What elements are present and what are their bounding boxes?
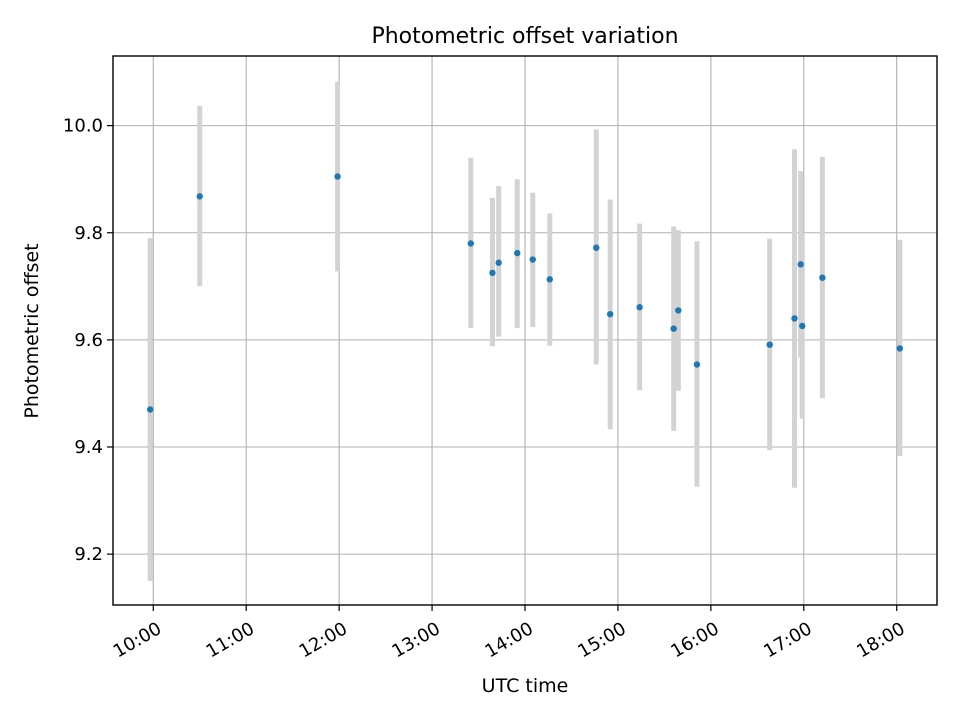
x-tick-label: 10:00 xyxy=(110,618,165,662)
data-point xyxy=(670,325,677,332)
data-point xyxy=(797,261,804,268)
chart-title: Photometric offset variation xyxy=(371,24,678,49)
data-point-layer xyxy=(146,173,904,413)
data-point xyxy=(791,315,798,322)
data-point xyxy=(196,193,203,200)
x-tick-label: 17:00 xyxy=(760,618,815,662)
y-tick-label: 9.2 xyxy=(74,544,103,565)
data-point xyxy=(606,310,614,318)
data-point xyxy=(514,249,521,257)
data-point xyxy=(693,361,701,368)
data-point xyxy=(766,341,773,348)
y-axis: 9.2 9.4 9.6 9.8 10.0 xyxy=(63,116,113,565)
data-point xyxy=(675,307,682,314)
x-tick-label: 18:00 xyxy=(853,618,908,662)
grid-layer xyxy=(113,56,937,605)
data-point xyxy=(819,274,826,281)
x-tick-label: 16:00 xyxy=(667,618,722,662)
data-point xyxy=(529,256,536,263)
data-point xyxy=(146,406,154,413)
x-tick-label: 14:00 xyxy=(481,618,536,662)
data-point xyxy=(489,269,496,277)
data-point xyxy=(546,276,553,283)
x-tick-label: 15:00 xyxy=(574,618,629,662)
x-axis: 10:00 11:00 12:00 13:00 14:00 15:00 16:00 17:00… xyxy=(110,605,909,662)
y-tick-label: 10.0 xyxy=(63,116,103,137)
y-axis-label: Photometric offset xyxy=(21,243,43,418)
data-point xyxy=(467,240,474,247)
y-tick-label: 9.8 xyxy=(74,223,103,244)
x-tick-label: 12:00 xyxy=(296,618,351,662)
data-point xyxy=(593,244,600,251)
y-tick-label: 9.4 xyxy=(74,437,103,458)
x-tick-label: 13:00 xyxy=(389,618,444,662)
x-tick-label: 11:00 xyxy=(203,618,258,662)
x-axis-label: UTC time xyxy=(482,675,569,697)
data-point xyxy=(495,259,502,266)
data-point xyxy=(896,345,904,352)
data-point xyxy=(334,173,341,180)
data-point xyxy=(636,304,643,311)
data-point xyxy=(799,322,806,330)
y-tick-label: 9.6 xyxy=(74,330,103,351)
